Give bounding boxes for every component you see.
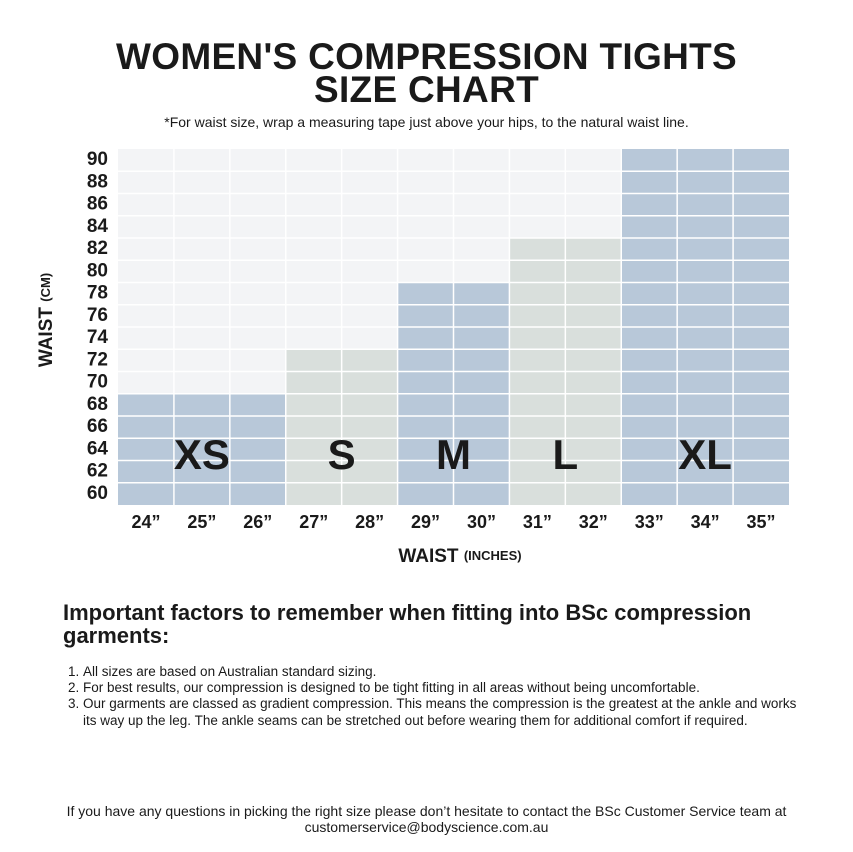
y-tick-label: 84: [87, 216, 109, 237]
note: *For waist size, wrap a measuring tape j…: [164, 114, 689, 130]
x-tick-label: 32”: [579, 512, 608, 532]
y-axis-title: WAIST (CM): [36, 273, 57, 367]
factors-list: All sizes are based on Australian standa…: [63, 664, 813, 729]
size-label: L: [553, 431, 579, 478]
y-tick-label: 64: [87, 438, 109, 459]
factor-item: All sizes are based on Australian standa…: [83, 664, 813, 680]
y-tick-label: 70: [87, 372, 108, 393]
x-tick-label: 30”: [467, 512, 496, 532]
x-tick-label: 26”: [243, 512, 272, 532]
size-label: XL: [678, 431, 732, 478]
y-tick-label: 86: [87, 194, 108, 215]
size-label: XS: [174, 431, 230, 478]
x-tick-label: 27”: [299, 512, 328, 532]
y-axis-title-unit: (CM): [38, 273, 53, 302]
y-tick-label: 62: [87, 461, 108, 482]
y-tick-label: 78: [87, 283, 108, 304]
y-tick-label: 82: [87, 238, 108, 259]
footer-email: customerservice@bodyscience.com.au: [304, 819, 549, 835]
factor-item: For best results, our compression is des…: [83, 680, 813, 696]
factor-item: Our garments are classed as gradient com…: [83, 696, 813, 728]
x-tick-label: 31”: [523, 512, 552, 532]
footer-line: If you have any questions in picking the…: [66, 803, 787, 819]
size-band: [118, 393, 286, 505]
x-axis-title: WAIST (INCHES): [398, 546, 521, 567]
title-line: SIZE CHART: [314, 69, 539, 110]
factors-heading: Important factors to remember when fitti…: [63, 600, 752, 648]
x-tick-label: 33”: [635, 512, 664, 532]
chart: WAIST (INCHES) WAIST (CM) 60626466687072…: [36, 149, 789, 567]
y-tick-label: 76: [87, 305, 108, 326]
footer: If you have any questions in picking the…: [0, 803, 853, 835]
x-tick-label: 24”: [131, 512, 160, 532]
y-tick-label: 72: [87, 349, 108, 370]
y-tick-label: 60: [87, 483, 108, 504]
size-label: S: [328, 431, 356, 478]
y-tick-label: 74: [87, 327, 109, 348]
x-axis-title-unit: (INCHES): [464, 548, 522, 563]
x-axis-title-main: WAIST: [398, 546, 459, 567]
y-tick-label: 88: [87, 171, 108, 192]
y-tick-label: 66: [87, 416, 108, 437]
y-tick-label: 80: [87, 260, 108, 281]
y-tick-label: 90: [87, 149, 108, 170]
size-label: M: [436, 431, 471, 478]
title: WOMEN'S COMPRESSION TIGHTS SIZE CHART: [0, 36, 853, 110]
x-tick-label: 34”: [691, 512, 720, 532]
x-tick-label: 25”: [187, 512, 216, 532]
title-line: WOMEN'S COMPRESSION TIGHTS: [116, 36, 737, 77]
y-tick-label: 68: [87, 394, 108, 415]
x-tick-label: 28”: [355, 512, 384, 532]
x-tick-label: 29”: [411, 512, 440, 532]
x-tick-label: 35”: [747, 512, 776, 532]
y-axis-title-main: WAIST: [36, 307, 57, 368]
